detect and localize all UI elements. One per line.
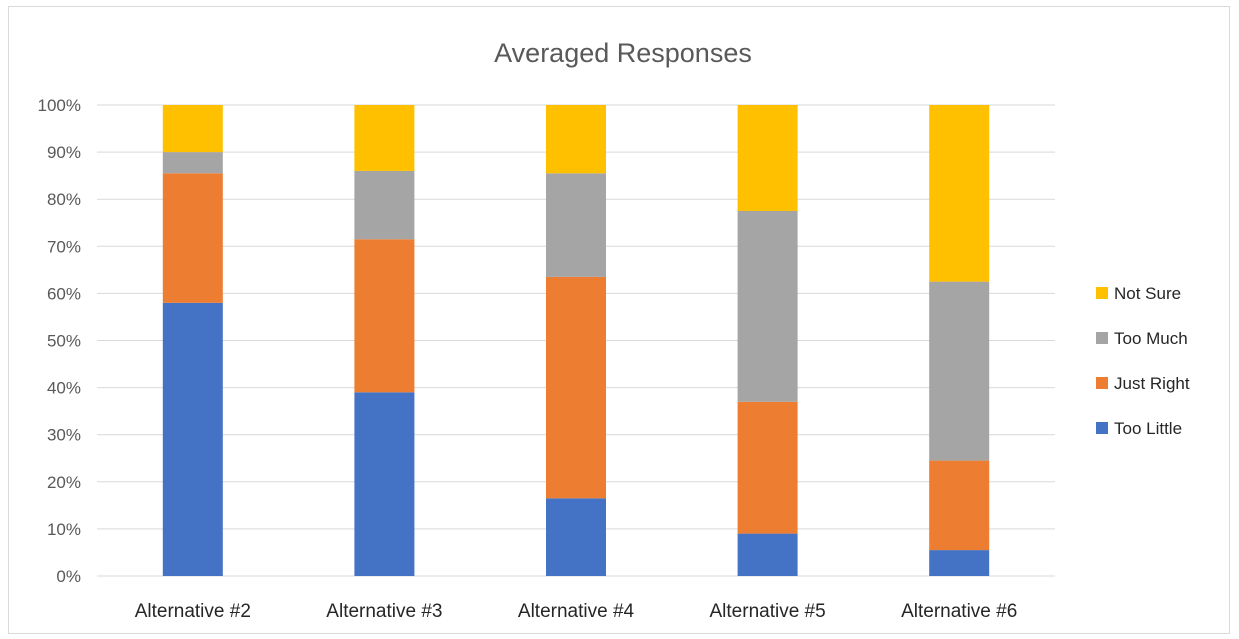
legend-label: Too Little	[1114, 419, 1182, 438]
legend-item: Just Right	[1096, 374, 1190, 393]
bar-segment	[737, 401, 798, 534]
bar-segment	[546, 173, 606, 277]
legend-label: Not Sure	[1114, 284, 1181, 303]
x-tick-label: Alternative #5	[710, 601, 826, 622]
y-tick-label: 0%	[56, 567, 81, 586]
legend: Not Sure Too Much Just Right Too Little	[1096, 284, 1190, 438]
bar-segment	[162, 173, 223, 303]
x-tick-label: Alternative #3	[326, 601, 442, 622]
legend-swatch	[1096, 377, 1108, 389]
bar-segment	[929, 550, 990, 576]
bar-segment	[929, 460, 990, 551]
bar-segment	[162, 302, 223, 576]
x-tick-label: Alternative #2	[135, 601, 251, 622]
y-tick-label: 80%	[47, 190, 81, 209]
y-tick-label: 90%	[47, 143, 81, 162]
legend-label: Just Right	[1114, 374, 1190, 393]
chart-title: Averaged Responses	[494, 38, 752, 68]
legend-item: Not Sure	[1096, 284, 1181, 303]
legend-swatch	[1096, 422, 1108, 434]
x-tick-label: Alternative #4	[518, 601, 635, 622]
y-axis-tick-labels: 0% 10% 20% 30% 40% 50% 60% 70% 80% 90% 100%	[38, 96, 81, 586]
y-tick-label: 50%	[47, 332, 81, 351]
legend-item: Too Little	[1096, 419, 1182, 438]
y-tick-label: 30%	[47, 426, 81, 445]
bar-segment	[162, 105, 223, 153]
y-tick-label: 60%	[47, 284, 81, 303]
legend-item: Too Much	[1096, 329, 1188, 348]
y-tick-label: 70%	[47, 237, 81, 256]
bar-segment	[162, 152, 223, 174]
bar-segment	[737, 210, 798, 402]
chart-svg: Averaged Responses 0% 10% 20% 30% 40% 50% 60% 7…	[38, 38, 1190, 622]
bar-segment	[354, 170, 415, 240]
chart-area: Averaged Responses 0% 10% 20% 30% 40% 50% 60% 7…	[8, 6, 1230, 634]
y-tick-label: 100%	[38, 96, 81, 115]
legend-swatch	[1096, 332, 1108, 344]
bar-segment	[546, 105, 606, 174]
bar-segment	[354, 105, 415, 171]
bar-segment	[929, 105, 990, 282]
bar-segment	[354, 392, 415, 576]
bar-segment	[929, 281, 990, 461]
y-tick-label: 40%	[47, 379, 81, 398]
x-tick-label: Alternative #6	[901, 601, 1017, 622]
legend-label: Too Much	[1114, 329, 1188, 348]
bar-segment	[546, 498, 606, 576]
x-axis-category-labels: Alternative #2 Alternative #3 Alternative …	[135, 601, 1018, 622]
y-tick-label: 10%	[47, 520, 81, 539]
y-tick-label: 20%	[47, 473, 81, 492]
legend-swatch	[1096, 287, 1108, 299]
bar-segment	[546, 276, 606, 499]
bars	[162, 105, 990, 576]
bar-segment	[354, 239, 415, 393]
bar-segment	[737, 105, 798, 211]
bar-segment	[737, 533, 798, 576]
